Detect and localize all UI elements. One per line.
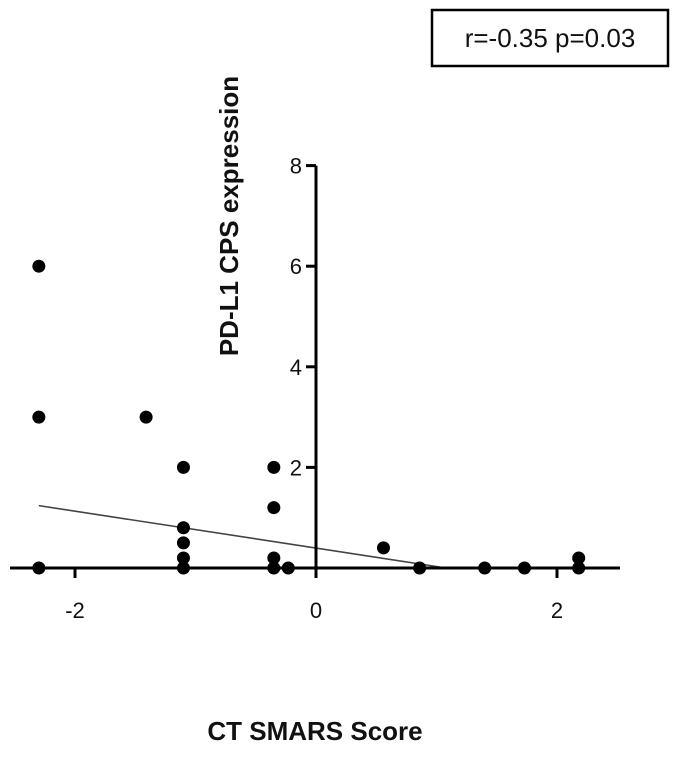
y-tick-label: 6: [290, 254, 302, 279]
x-tick-label: 2: [551, 598, 563, 623]
data-point: [267, 551, 281, 565]
data-point: [267, 501, 281, 515]
y-tick-label: 8: [290, 154, 302, 179]
data-point: [413, 561, 427, 575]
y-tick-label: 2: [290, 455, 302, 480]
x-tick-label: -2: [65, 598, 85, 623]
data-point: [176, 561, 190, 575]
data-point: [267, 561, 281, 575]
regression-line: [38, 504, 447, 569]
data-point: [572, 561, 586, 575]
data-point: [32, 259, 46, 273]
y-axis-title: PD-L1 CPS expression: [214, 76, 244, 356]
x-tick-label: 0: [310, 598, 322, 623]
data-point: [139, 410, 153, 424]
stat-annotation-text: r=-0.35 p=0.03: [465, 23, 636, 53]
data-point: [176, 521, 190, 535]
x-axis-title: CT SMARS Score: [207, 716, 422, 746]
data-point: [281, 561, 295, 575]
data-point: [517, 561, 531, 575]
data-point: [176, 551, 190, 565]
data-point: [376, 541, 390, 555]
data-point: [176, 460, 190, 474]
data-point: [32, 561, 46, 575]
data-point: [267, 460, 281, 474]
data-point: [572, 551, 586, 565]
data-point: [176, 536, 190, 550]
data-point: [32, 410, 46, 424]
stat-annotation-box: [430, 8, 670, 68]
data-point: [478, 561, 492, 575]
y-tick-label: 4: [290, 355, 302, 380]
